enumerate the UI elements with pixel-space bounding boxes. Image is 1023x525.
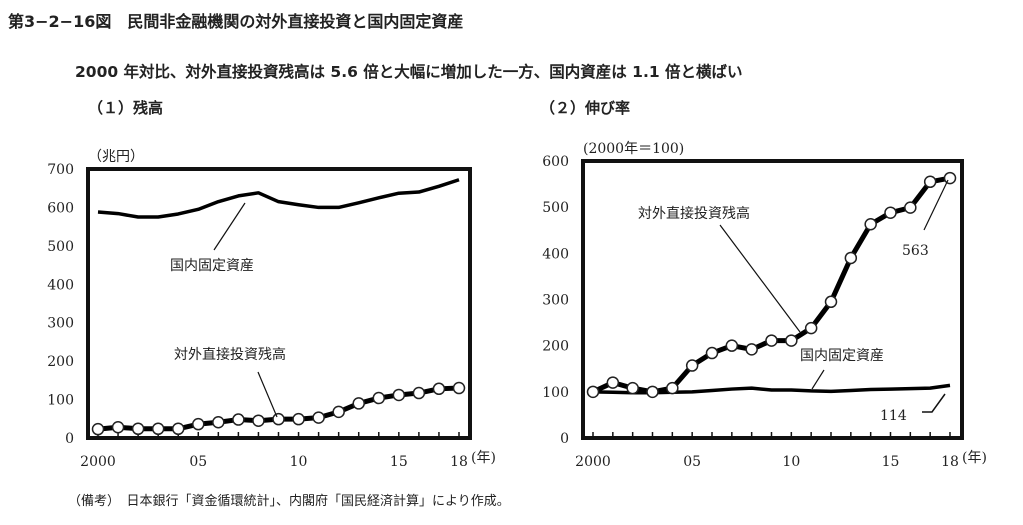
data-point — [705, 346, 719, 360]
plot-frame — [86, 167, 472, 440]
data-point — [884, 206, 897, 219]
data-point — [904, 201, 917, 214]
data-point — [606, 376, 620, 389]
x-tick-label: 18 — [941, 454, 959, 470]
x-tick-label: 10 — [782, 454, 800, 470]
panel-title-2: （２）伸び率 — [540, 99, 631, 117]
data-point — [111, 420, 125, 434]
series-label: 国内固定資産 — [170, 258, 254, 274]
y-tick-label: 500 — [542, 200, 569, 216]
y-tick-label: 700 — [47, 162, 74, 178]
figure-subtitle: 2000 年対比、対外直接投資残高は 5.6 倍と大幅に増加した一方、国内資産は… — [75, 63, 743, 81]
x-tick-label: 2000 — [80, 454, 116, 470]
data-point — [666, 381, 679, 395]
y-tick-label: 200 — [47, 354, 74, 370]
data-point — [232, 413, 245, 426]
data-point — [171, 422, 185, 436]
y-tick-label: 400 — [47, 277, 74, 293]
data-point — [765, 334, 778, 347]
data-point — [432, 382, 446, 396]
figure-title: 第3−2−16図 民間非金融機関の対外直接投資と国内固定資産 — [8, 12, 464, 31]
panel-title-1: （１）残高 — [88, 99, 164, 117]
series-label: 対外直接投資残高 — [638, 205, 750, 222]
data-point — [626, 381, 639, 395]
x-tick-label: 18 — [450, 454, 468, 470]
source-note: （備考） 日本銀行「資金循環統計」、内閣府「国民経済計算」により作成。 — [68, 494, 510, 509]
data-point — [725, 339, 739, 352]
data-point — [392, 388, 406, 402]
annotation-line — [923, 179, 949, 231]
annotation-label: 563 — [902, 243, 929, 259]
data-point — [212, 415, 225, 429]
series-label: 国内固定資産 — [800, 348, 884, 364]
annotation-label: 114 — [880, 408, 907, 424]
y-axis-unit: （兆円） — [88, 149, 144, 165]
data-point — [372, 391, 386, 405]
x-tick-label: 15 — [882, 454, 900, 470]
data-point — [412, 386, 426, 400]
y-tick-label: 600 — [47, 200, 74, 216]
arrow-fdi — [719, 224, 801, 333]
x-tick-label: 10 — [290, 454, 308, 470]
data-point — [151, 422, 165, 436]
y-tick-label: 100 — [47, 393, 74, 409]
arrow-fdi — [257, 371, 278, 418]
y-tick-label: 100 — [542, 385, 569, 401]
arrow-domestic — [811, 369, 825, 390]
x-tick-label: 05 — [189, 454, 207, 470]
data-point — [785, 334, 798, 347]
arrow-domestic — [213, 202, 246, 251]
data-point — [923, 175, 937, 189]
y-tick-label: 400 — [542, 246, 569, 262]
data-point — [452, 381, 466, 395]
y-tick-label: 300 — [542, 293, 569, 309]
annotation-line — [922, 393, 946, 413]
data-point — [131, 422, 145, 436]
series-line-domestic — [97, 178, 460, 219]
data-point — [685, 359, 699, 372]
y-tick-label: 0 — [65, 431, 74, 447]
y-tick-label: 600 — [542, 154, 569, 170]
data-point — [312, 411, 325, 424]
data-point — [864, 217, 877, 231]
y-tick-label: 300 — [47, 316, 74, 332]
data-point — [824, 295, 838, 309]
y-tick-label: 500 — [47, 239, 74, 255]
x-tick-label: 2000 — [575, 454, 611, 470]
data-point — [943, 171, 957, 185]
data-point — [292, 412, 305, 426]
data-point — [252, 414, 265, 427]
y-tick-label: 200 — [542, 339, 569, 355]
x-axis-unit: (年) — [962, 450, 987, 466]
x-axis-unit: (年) — [471, 450, 496, 466]
y-tick-label: 0 — [560, 431, 569, 447]
data-point — [272, 412, 285, 426]
x-tick-label: 05 — [683, 454, 701, 470]
data-point — [646, 385, 659, 399]
data-point — [586, 385, 600, 399]
x-tick-label: 15 — [390, 454, 408, 470]
data-point — [844, 251, 858, 265]
plot-frame — [581, 159, 964, 440]
data-point — [745, 343, 758, 356]
data-point — [352, 397, 365, 410]
y-axis-unit: (2000年＝100) — [583, 141, 684, 157]
series-label: 対外直接投資残高 — [174, 346, 286, 363]
data-point — [332, 405, 345, 419]
data-point — [804, 321, 818, 335]
data-point — [192, 417, 205, 431]
data-point — [91, 422, 105, 436]
